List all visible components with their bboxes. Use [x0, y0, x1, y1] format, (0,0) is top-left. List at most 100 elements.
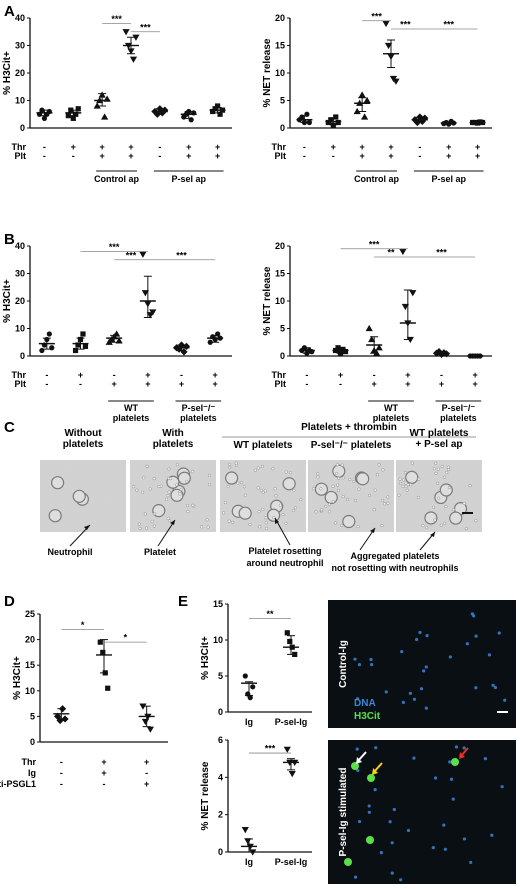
- platelet-dot: [401, 478, 406, 482]
- platelet-dot: [336, 483, 340, 487]
- panel-letter-e: E: [178, 593, 188, 610]
- dna-cell: [469, 860, 473, 865]
- category-label: P-sel-Ig: [275, 857, 308, 867]
- data-point: [283, 746, 291, 753]
- data-point: [330, 122, 336, 128]
- data-point: [70, 115, 76, 121]
- platelet-dot: [141, 490, 145, 494]
- row-value: +: [145, 370, 150, 380]
- platelet-dot: [135, 488, 139, 492]
- y-tick-label: 0: [20, 123, 25, 133]
- dna-cell: [390, 841, 394, 845]
- row-value: +: [179, 379, 184, 389]
- dna-cell: [353, 657, 357, 661]
- platelet-dot: [436, 467, 440, 471]
- platelet-dot: [284, 521, 288, 525]
- micrograph-images: [40, 460, 482, 532]
- row-value: -: [339, 379, 342, 389]
- platelet-dot: [178, 492, 182, 496]
- row-value: +: [473, 370, 478, 380]
- row-value: +: [186, 142, 191, 152]
- platelet-dot: [340, 523, 344, 527]
- platelet-dot: [206, 525, 210, 529]
- platelet-dot: [261, 490, 265, 494]
- arrow-platelet: [157, 519, 176, 547]
- y-tick-label: 10: [15, 324, 25, 334]
- platelet-dot: [293, 506, 298, 510]
- platelet-dot: [381, 468, 385, 472]
- platelet-dot: [443, 475, 447, 479]
- y-tick-label: 20: [15, 296, 25, 306]
- data-point: [72, 347, 79, 354]
- dna-cell: [474, 686, 478, 690]
- dna-cell: [449, 777, 454, 781]
- micrograph-panel: Platelets + thrombin WithoutplateletsWit…: [40, 422, 482, 573]
- significance-label: ***: [371, 11, 382, 21]
- row-value: +: [405, 370, 410, 380]
- platelet-dot: [200, 525, 204, 529]
- platelet-dot: [169, 477, 173, 481]
- data-point: [435, 348, 443, 356]
- significance-label: ***: [369, 239, 380, 249]
- dna-cell: [379, 851, 383, 855]
- dna-cell: [367, 810, 371, 814]
- platelet-dot: [372, 508, 376, 512]
- dna-cell: [408, 691, 412, 695]
- dna-cell: [443, 847, 447, 851]
- dna-cell: [357, 663, 362, 667]
- platelet-dot: [444, 505, 448, 509]
- platelet-dot: [223, 501, 227, 505]
- dna-cell: [422, 669, 426, 673]
- group-label: P-sel ap: [431, 174, 466, 184]
- row-value: -: [158, 142, 161, 152]
- data-point: [73, 111, 79, 117]
- data-point: [335, 119, 341, 126]
- y-tick-label: 15: [213, 599, 223, 609]
- data-point: [101, 113, 109, 120]
- row-value: -: [373, 370, 376, 380]
- platelet-dot: [375, 473, 379, 477]
- row-value: +: [388, 142, 393, 152]
- data-point: [358, 91, 366, 98]
- row-value: +: [100, 151, 105, 161]
- row-value: +: [128, 151, 133, 161]
- platelet-dot: [175, 483, 179, 487]
- platelet-dot: [157, 485, 161, 489]
- platelet-dot: [142, 476, 146, 480]
- data-point: [353, 107, 361, 115]
- platelet-dot: [222, 511, 226, 515]
- platelet-dot: [404, 484, 408, 488]
- y-axis-label: % H3Cit+: [2, 279, 13, 323]
- y-tick-label: 15: [25, 660, 35, 670]
- micrograph-title: platelets: [63, 439, 104, 450]
- micrograph-title: With: [162, 428, 184, 439]
- data-point: [242, 673, 248, 679]
- y-tick-label: 10: [213, 635, 223, 645]
- annotation-aggregated-2: not rosetting with neutrophils: [332, 563, 459, 573]
- dna-cell: [483, 756, 487, 761]
- platelet-dot: [261, 507, 265, 511]
- dna-cell: [390, 871, 394, 875]
- y-tick-label: 30: [15, 41, 25, 51]
- platelet-dot: [425, 525, 429, 530]
- neutrophil-cell: [72, 489, 86, 503]
- row-label: Thr: [22, 757, 37, 767]
- red-arrowhead: [459, 752, 465, 759]
- data-point: [141, 290, 149, 297]
- row-value: +: [101, 757, 106, 767]
- row-value: +: [186, 151, 191, 161]
- platelet-dot: [324, 504, 328, 508]
- platelet-dot: [132, 485, 136, 489]
- neutrophil-cell: [342, 514, 356, 529]
- platelet-dot: [312, 487, 316, 491]
- annotation-rosetting-2: around neutrophil: [247, 558, 324, 568]
- h3cit-cell: [366, 836, 374, 844]
- platelet-dot: [227, 462, 232, 466]
- significance-label: ***: [265, 744, 276, 754]
- platelet-dot: [398, 477, 402, 481]
- platelet-dot: [248, 522, 252, 526]
- platelet-dot: [143, 512, 147, 516]
- platelet-dot: [341, 495, 345, 499]
